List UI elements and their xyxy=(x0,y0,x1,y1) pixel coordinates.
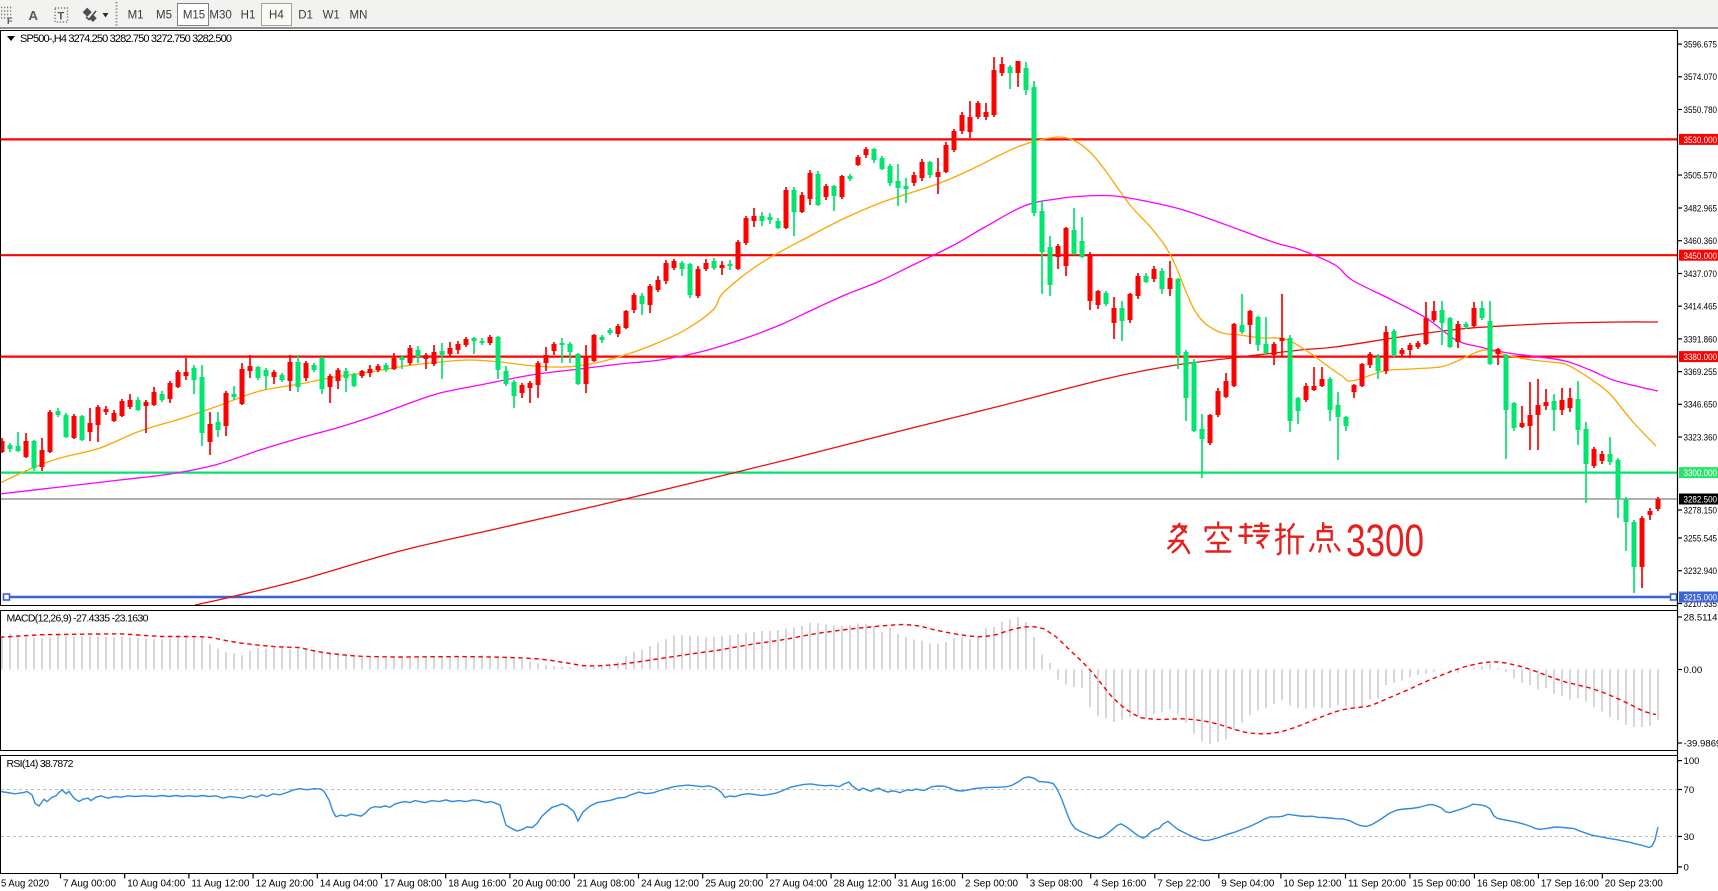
svg-text:3450.000: 3450.000 xyxy=(1684,251,1718,262)
svg-text:30: 30 xyxy=(1684,832,1695,843)
svg-text:3414.465: 3414.465 xyxy=(1684,302,1718,313)
svg-text:20 Aug 00:00: 20 Aug 00:00 xyxy=(512,878,570,890)
svg-text:10 Aug 04:00: 10 Aug 04:00 xyxy=(127,878,185,890)
svg-text:M5: M5 xyxy=(156,10,172,22)
svg-text:3255.545: 3255.545 xyxy=(1684,533,1718,544)
svg-text:3369.255: 3369.255 xyxy=(1684,367,1718,378)
svg-text:MN: MN xyxy=(350,10,368,22)
svg-text:4 Sep 16:00: 4 Sep 16:00 xyxy=(1093,878,1146,890)
svg-text:70: 70 xyxy=(1684,785,1695,796)
svg-text:M1: M1 xyxy=(128,10,144,22)
svg-text:3482.965: 3482.965 xyxy=(1684,203,1718,214)
svg-text:31 Aug 16:00: 31 Aug 16:00 xyxy=(898,878,956,890)
svg-text:3300: 3300 xyxy=(1346,515,1424,566)
svg-text:5 Aug 2020: 5 Aug 2020 xyxy=(1,878,49,890)
svg-text:28.5114: 28.5114 xyxy=(1684,612,1718,623)
svg-text:21 Aug 08:00: 21 Aug 08:00 xyxy=(577,878,635,890)
svg-text:RSI(14) 38.7872: RSI(14) 38.7872 xyxy=(7,758,74,770)
svg-text:3380.000: 3380.000 xyxy=(1684,352,1718,363)
svg-text:11 Aug 12:00: 11 Aug 12:00 xyxy=(191,878,249,890)
svg-text:3346.650: 3346.650 xyxy=(1684,400,1718,411)
svg-text:H4: H4 xyxy=(269,10,284,22)
svg-text:18 Aug 16:00: 18 Aug 16:00 xyxy=(448,878,506,890)
svg-text:3530.000: 3530.000 xyxy=(1684,135,1718,146)
svg-text:F: F xyxy=(7,16,13,26)
svg-text:7 Sep 22:00: 7 Sep 22:00 xyxy=(1157,878,1210,890)
svg-text:28 Aug 12:00: 28 Aug 12:00 xyxy=(834,878,892,890)
svg-text:W1: W1 xyxy=(323,10,340,22)
svg-text:3215.000: 3215.000 xyxy=(1684,593,1718,604)
svg-text:M30: M30 xyxy=(209,10,231,22)
svg-text:16 Sep 08:00: 16 Sep 08:00 xyxy=(1477,878,1535,890)
svg-text:11 Sep 20:00: 11 Sep 20:00 xyxy=(1348,878,1406,890)
svg-text:3550.780: 3550.780 xyxy=(1684,105,1718,116)
svg-text:12 Aug 20:00: 12 Aug 20:00 xyxy=(256,878,314,890)
svg-text:15 Sep 00:00: 15 Sep 00:00 xyxy=(1412,878,1470,890)
svg-text:3323.360: 3323.360 xyxy=(1684,432,1718,443)
svg-text:3460.360: 3460.360 xyxy=(1684,236,1718,247)
svg-text:3278.150: 3278.150 xyxy=(1684,505,1718,516)
svg-text:27 Aug 04:00: 27 Aug 04:00 xyxy=(769,878,827,890)
svg-text:24 Aug 12:00: 24 Aug 12:00 xyxy=(641,878,699,890)
svg-text:SP500-,H4 3274.250 3282.750 3: SP500-,H4 3274.250 3282.750 3272.750 328… xyxy=(20,33,232,45)
svg-text:MACD(12,26,9) -27.4335 -23.163: MACD(12,26,9) -27.4335 -23.1630 xyxy=(7,613,149,625)
svg-text:17 Aug 08:00: 17 Aug 08:00 xyxy=(384,878,442,890)
svg-text:20 Sep 23:00: 20 Sep 23:00 xyxy=(1605,878,1663,890)
svg-text:14 Aug 04:00: 14 Aug 04:00 xyxy=(320,878,378,890)
svg-text:H1: H1 xyxy=(241,10,256,22)
svg-text:A: A xyxy=(29,8,39,23)
svg-text:17 Sep 16:00: 17 Sep 16:00 xyxy=(1541,878,1599,890)
svg-text:3300.000: 3300.000 xyxy=(1684,468,1718,479)
svg-text:T: T xyxy=(58,11,65,23)
svg-text:3505.570: 3505.570 xyxy=(1684,170,1718,181)
svg-text:3596.675: 3596.675 xyxy=(1684,40,1718,51)
svg-text:3 Sep 08:00: 3 Sep 08:00 xyxy=(1030,878,1083,890)
svg-text:D1: D1 xyxy=(298,10,313,22)
svg-text:-39.9869: -39.9869 xyxy=(1684,738,1718,749)
svg-text:10 Sep 12:00: 10 Sep 12:00 xyxy=(1283,878,1341,890)
svg-text:3391.860: 3391.860 xyxy=(1684,334,1718,345)
svg-text:7 Aug 00:00: 7 Aug 00:00 xyxy=(63,878,116,890)
svg-text:M15: M15 xyxy=(183,10,205,22)
svg-text:3282.500: 3282.500 xyxy=(1684,495,1718,506)
svg-text:0: 0 xyxy=(1684,862,1689,873)
svg-text:100: 100 xyxy=(1684,756,1700,767)
svg-text:2 Sep 00:00: 2 Sep 00:00 xyxy=(965,878,1018,890)
svg-text:3210.335: 3210.335 xyxy=(1684,599,1718,610)
svg-text:3437.070: 3437.070 xyxy=(1684,269,1718,280)
svg-text:3574.070: 3574.070 xyxy=(1684,72,1718,83)
svg-text:25 Aug 20:00: 25 Aug 20:00 xyxy=(705,878,763,890)
svg-text:9 Sep 04:00: 9 Sep 04:00 xyxy=(1221,878,1274,890)
svg-text:0.00: 0.00 xyxy=(1684,665,1703,676)
svg-text:3232.940: 3232.940 xyxy=(1684,566,1718,577)
